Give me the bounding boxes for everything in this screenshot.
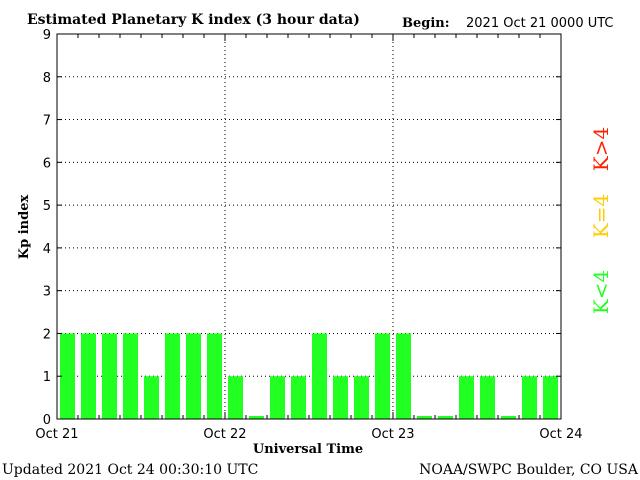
kp-bar	[249, 416, 264, 419]
begin-value: 2021 Oct 21 0000 UTC	[466, 16, 614, 31]
x-axis-label: Universal Time	[253, 442, 363, 457]
kp-bar	[501, 416, 516, 419]
kp-bar	[417, 416, 432, 419]
y-tick-label: 0	[43, 413, 51, 428]
kp-bar	[354, 376, 369, 419]
y-axis-label: Kp index	[17, 195, 32, 260]
chart-title: Estimated Planetary K index (3 hour data…	[27, 12, 360, 28]
x-tick-label: Oct 24	[539, 427, 582, 442]
x-tick-label: Oct 23	[371, 427, 414, 442]
kp-bar	[102, 333, 117, 419]
kp-bar	[480, 376, 495, 419]
y-tick-label: 9	[43, 28, 51, 43]
kp-bar	[291, 376, 306, 419]
bars	[60, 333, 558, 419]
kp-bar	[333, 376, 348, 419]
y-ticks: 0 1 2 3 4 5 6 7 8 9	[43, 28, 561, 428]
begin-label: Begin:	[402, 16, 450, 31]
kp-bar	[81, 333, 96, 419]
y-tick-label: 6	[43, 156, 51, 171]
y-tick-label: 1	[43, 370, 51, 385]
updated-text: Updated 2021 Oct 24 00:30:10 UTC	[2, 462, 258, 478]
kp-bar	[312, 333, 327, 419]
kp-bar	[123, 333, 138, 419]
kp-bar	[165, 333, 180, 419]
kp-bar	[207, 333, 222, 419]
legend-equal: K=4	[589, 194, 613, 238]
kp-bar	[144, 376, 159, 419]
y-tick-label: 3	[43, 285, 51, 300]
kp-bar	[60, 333, 75, 419]
legend-above: K>4	[589, 127, 613, 171]
kp-bar	[522, 376, 537, 419]
kp-bar	[543, 376, 558, 419]
y-tick-label: 4	[43, 242, 51, 257]
source-text: NOAA/SWPC Boulder, CO USA	[419, 462, 639, 478]
y-tick-label: 5	[43, 199, 51, 214]
kp-bar	[459, 376, 474, 419]
kp-bar	[228, 376, 243, 419]
y-tick-label: 2	[43, 327, 51, 342]
kp-bar	[270, 376, 285, 419]
kp-bar	[438, 416, 453, 419]
x-tick-label: Oct 21	[35, 427, 78, 442]
kp-bar	[396, 333, 411, 419]
kp-bar	[186, 333, 201, 419]
grid-lines	[57, 34, 561, 419]
x-tick-label: Oct 22	[203, 427, 246, 442]
kp-bar	[375, 333, 390, 419]
legend-below: K<4	[589, 270, 613, 314]
y-tick-label: 8	[43, 71, 51, 86]
y-tick-label: 7	[43, 114, 51, 129]
x-ticks: Oct 21 Oct 22 Oct 23 Oct 24	[35, 34, 583, 442]
